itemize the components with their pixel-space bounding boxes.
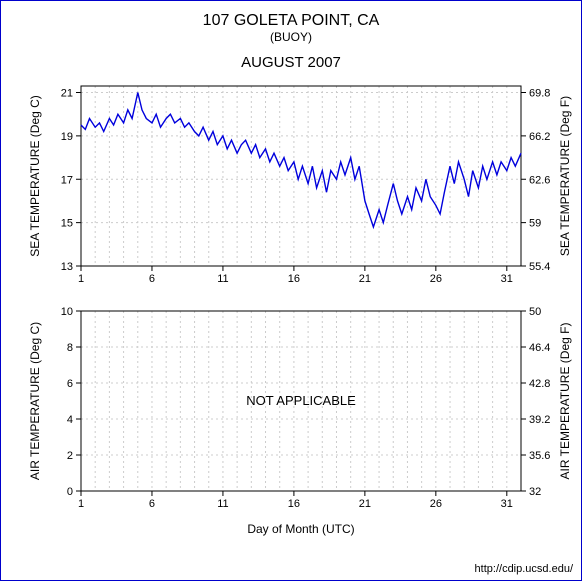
xtick: 11	[217, 498, 228, 510]
xlabel: Day of Month (UTC)	[247, 522, 354, 536]
ytick-left: 4	[67, 414, 73, 426]
title-period: AUGUST 2007	[241, 54, 341, 71]
ytick-left: 0	[67, 486, 73, 498]
ytick-right: 32	[529, 486, 541, 498]
ytick-left: 15	[61, 218, 73, 230]
ytick-right: 42.8	[529, 378, 550, 390]
ylabel-right: SEA TEMPERATURE (Deg F)	[558, 96, 572, 256]
ytick-right: 46.4	[529, 342, 550, 354]
xtick: 16	[288, 273, 300, 285]
ytick-right: 50	[529, 306, 541, 318]
ylabel-left: AIR TEMPERATURE (Deg C)	[28, 322, 42, 480]
ytick-right: 66.2	[529, 131, 550, 143]
grid	[81, 86, 521, 266]
xtick: 31	[501, 498, 513, 510]
panel-sea: 131517192155.45962.666.269.8161116212631…	[28, 86, 572, 285]
xtick: 11	[217, 273, 228, 285]
overlay-text: NOT APPLICABLE	[246, 393, 356, 408]
xtick: 6	[149, 498, 155, 510]
ytick-right: 55.4	[529, 261, 550, 273]
footer-credit: http://cdip.ucsd.edu/	[475, 563, 574, 575]
ytick-left: 21	[61, 88, 73, 100]
ytick-left: 19	[61, 131, 73, 143]
xtick: 21	[359, 273, 371, 285]
xtick: 16	[288, 498, 300, 510]
xtick: 21	[359, 498, 371, 510]
ytick-left: 2	[67, 450, 73, 462]
ytick-left: 6	[67, 378, 73, 390]
ytick-left: 17	[61, 174, 73, 186]
xtick: 1	[78, 498, 84, 510]
ytick-left: 8	[67, 342, 73, 354]
ytick-right: 69.8	[529, 88, 550, 100]
ylabel-left: SEA TEMPERATURE (Deg C)	[28, 95, 42, 257]
ylabel-right: AIR TEMPERATURE (Deg F)	[558, 323, 572, 480]
ytick-left: 10	[61, 306, 73, 318]
ytick-right: 59	[529, 218, 541, 230]
ytick-right: 62.6	[529, 174, 550, 186]
series-line	[81, 93, 521, 228]
xtick: 1	[78, 273, 84, 285]
xtick: 6	[149, 273, 155, 285]
ytick-right: 39.2	[529, 414, 550, 426]
chart-frame: { "header": { "title": "107 GOLETA POINT…	[0, 0, 582, 581]
title-main: 107 GOLETA POINT, CA	[203, 12, 380, 29]
chart-svg: 107 GOLETA POINT, CA(BUOY)AUGUST 2007131…	[1, 1, 581, 580]
ytick-left: 13	[61, 261, 73, 273]
panel-air: 02468103235.639.242.846.450161116212631A…	[28, 306, 572, 510]
xtick: 26	[430, 273, 442, 285]
ytick-right: 35.6	[529, 450, 550, 462]
title-sub: (BUOY)	[270, 30, 312, 44]
xtick: 26	[430, 498, 442, 510]
xtick: 31	[501, 273, 513, 285]
